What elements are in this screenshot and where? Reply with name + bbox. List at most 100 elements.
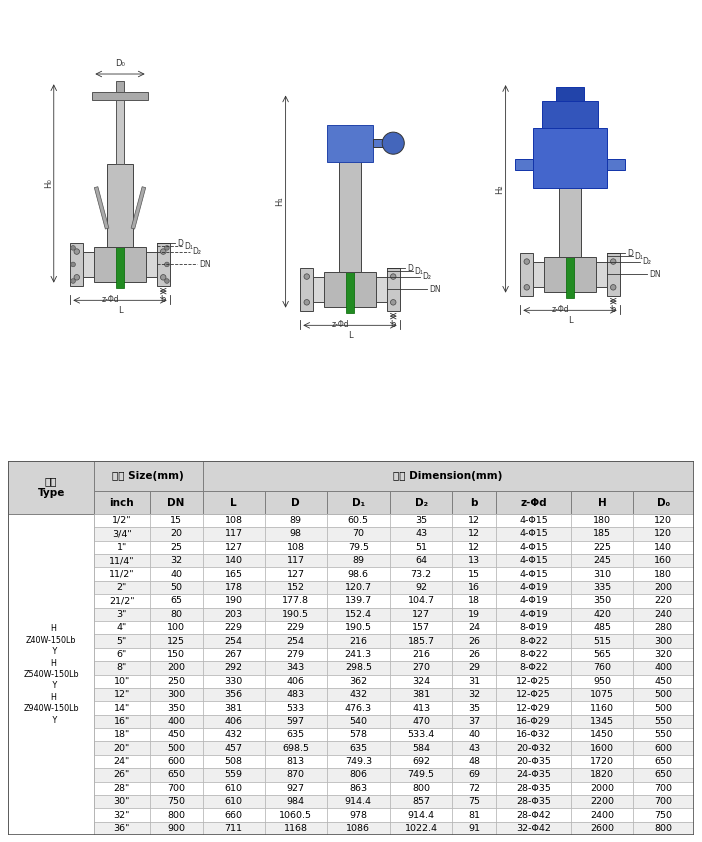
Bar bbox=[571, 568, 633, 581]
Bar bbox=[265, 674, 326, 688]
Bar bbox=[571, 594, 633, 608]
Bar bbox=[452, 514, 496, 527]
Text: 30": 30" bbox=[114, 797, 130, 807]
Text: 300: 300 bbox=[167, 690, 185, 699]
Text: 863: 863 bbox=[350, 784, 367, 793]
Text: 2000: 2000 bbox=[590, 784, 614, 793]
Text: 43: 43 bbox=[415, 530, 428, 538]
Text: 698.5: 698.5 bbox=[282, 743, 309, 753]
Bar bbox=[150, 795, 203, 808]
Bar bbox=[452, 768, 496, 781]
Bar bbox=[203, 822, 265, 835]
Bar bbox=[571, 491, 633, 514]
Text: 870: 870 bbox=[286, 770, 305, 780]
Bar bbox=[326, 795, 390, 808]
Text: 335: 335 bbox=[593, 583, 611, 592]
Bar bbox=[326, 568, 390, 581]
Text: 800: 800 bbox=[167, 811, 185, 819]
Bar bbox=[327, 125, 373, 162]
Text: 尺寸 Dimension(mm): 尺寸 Dimension(mm) bbox=[393, 471, 503, 481]
Circle shape bbox=[165, 262, 169, 267]
Bar bbox=[496, 647, 571, 661]
Bar bbox=[326, 647, 390, 661]
Circle shape bbox=[382, 132, 404, 154]
Text: 476.3: 476.3 bbox=[345, 704, 372, 712]
Text: 500: 500 bbox=[654, 704, 673, 712]
Bar bbox=[265, 514, 326, 527]
Text: 14": 14" bbox=[114, 704, 130, 712]
Circle shape bbox=[390, 274, 396, 280]
Text: 12: 12 bbox=[468, 543, 480, 552]
Text: 1/2": 1/2" bbox=[112, 516, 131, 525]
Text: 4-Φ15: 4-Φ15 bbox=[519, 569, 548, 578]
Bar bbox=[203, 715, 265, 728]
Bar bbox=[390, 715, 452, 728]
Bar bbox=[326, 514, 390, 527]
Bar bbox=[117, 241, 124, 288]
Text: 229: 229 bbox=[286, 623, 305, 632]
Bar bbox=[633, 554, 694, 568]
Bar bbox=[496, 808, 571, 822]
Text: 749.3: 749.3 bbox=[345, 757, 372, 766]
Bar bbox=[265, 568, 326, 581]
Text: 800: 800 bbox=[412, 784, 430, 793]
Text: 28-Φ35: 28-Φ35 bbox=[516, 797, 551, 807]
Bar bbox=[496, 822, 571, 835]
Bar bbox=[94, 755, 150, 768]
Text: 600: 600 bbox=[167, 757, 185, 766]
Bar bbox=[633, 728, 694, 742]
Text: 117: 117 bbox=[225, 530, 243, 538]
Text: 200: 200 bbox=[167, 663, 185, 672]
Bar bbox=[390, 822, 452, 835]
Bar bbox=[94, 527, 150, 541]
Bar bbox=[633, 701, 694, 715]
Text: 750: 750 bbox=[167, 797, 185, 807]
Text: 36": 36" bbox=[114, 824, 130, 833]
Bar bbox=[633, 768, 694, 781]
Text: 4-Φ15: 4-Φ15 bbox=[519, 543, 548, 552]
Text: 35: 35 bbox=[468, 704, 480, 712]
Text: z-Φd: z-Φd bbox=[332, 320, 350, 329]
Text: 1086: 1086 bbox=[346, 824, 371, 833]
Text: 914.4: 914.4 bbox=[345, 797, 372, 807]
Text: D₀: D₀ bbox=[115, 60, 125, 68]
Bar bbox=[496, 688, 571, 701]
Bar bbox=[93, 93, 147, 99]
Bar bbox=[390, 674, 452, 688]
Bar bbox=[265, 527, 326, 541]
Text: 4-Φ19: 4-Φ19 bbox=[519, 583, 548, 592]
Bar bbox=[633, 568, 694, 581]
Bar bbox=[203, 674, 265, 688]
Bar bbox=[571, 715, 633, 728]
Bar bbox=[496, 594, 571, 608]
Text: DN: DN bbox=[199, 260, 211, 269]
Text: z-Φd: z-Φd bbox=[552, 305, 569, 314]
Bar bbox=[452, 674, 496, 688]
Bar bbox=[452, 594, 496, 608]
Text: H
Z40W-150Lb
   Y
  H
Z540W-150Lb
   Y
  H
Z940W-150Lb
   Y: H Z40W-150Lb Y H Z540W-150Lb Y H Z940W-1… bbox=[23, 624, 79, 725]
Text: 180: 180 bbox=[593, 516, 611, 525]
Text: 700: 700 bbox=[654, 797, 673, 807]
Text: 51: 51 bbox=[415, 543, 427, 552]
Text: 6": 6" bbox=[117, 650, 127, 659]
Text: 660: 660 bbox=[225, 811, 243, 819]
Text: 20": 20" bbox=[114, 743, 130, 753]
Text: L: L bbox=[230, 498, 237, 508]
Text: 750: 750 bbox=[654, 811, 673, 819]
Bar bbox=[571, 527, 633, 541]
Bar bbox=[150, 621, 203, 634]
Bar bbox=[571, 634, 633, 647]
Text: 4-Φ19: 4-Φ19 bbox=[519, 596, 548, 605]
Text: 1060.5: 1060.5 bbox=[279, 811, 312, 819]
Text: 600: 600 bbox=[654, 743, 673, 753]
Text: D₂: D₂ bbox=[415, 498, 428, 508]
Bar bbox=[265, 701, 326, 715]
Bar bbox=[567, 156, 573, 184]
Circle shape bbox=[304, 300, 310, 305]
Text: 157: 157 bbox=[412, 623, 430, 632]
Text: 177.8: 177.8 bbox=[282, 596, 309, 605]
Text: 12-Φ25: 12-Φ25 bbox=[517, 690, 551, 699]
Text: 120.7: 120.7 bbox=[345, 583, 372, 592]
Bar bbox=[150, 568, 203, 581]
Bar bbox=[150, 661, 203, 674]
